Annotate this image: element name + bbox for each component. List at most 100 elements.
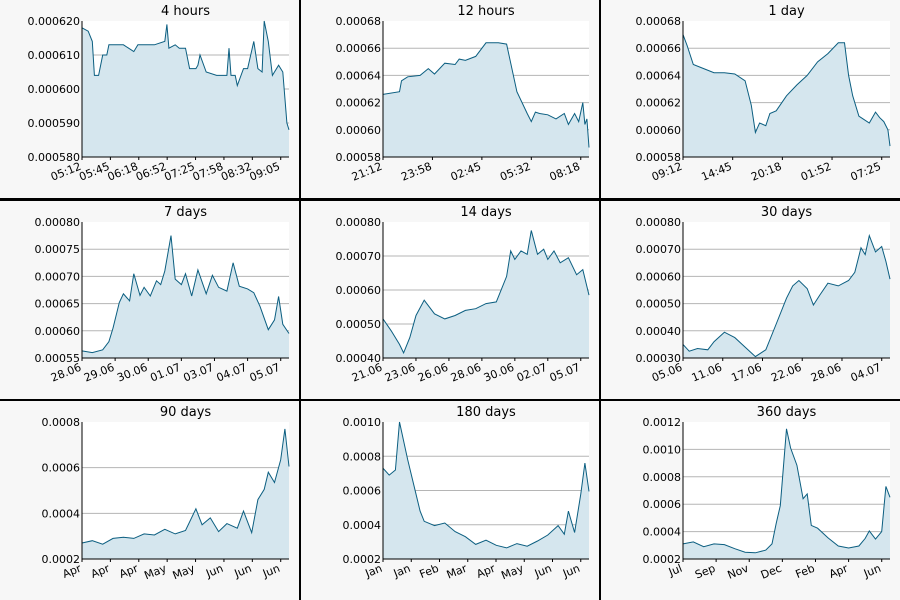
y-tick-label: 0.0006 [42, 462, 81, 475]
chart-panel: 90 days 0.0002 0.0004 0.0006 0.0008 Apr Apr Apr… [0, 401, 299, 600]
y-tick-label: 0.00080 [35, 216, 81, 229]
chart-panel: 14 days 0.00040 0.00050 0.00060 0.00070 0.000… [301, 201, 599, 399]
x-tick-label: 04.07 [849, 361, 883, 385]
chart-svg: 7 days 0.00055 0.00060 0.00065 0.00070 0.0007… [35, 205, 290, 385]
series-line [682, 233, 891, 358]
y-tick-label: 0.00058 [336, 151, 382, 164]
y-tick-label: 0.00070 [35, 270, 81, 283]
y-tick-label: 0.00060 [336, 284, 382, 297]
y-tick-label: 0.00066 [636, 42, 682, 55]
series-line [682, 34, 891, 147]
x-tick-label: Jun [260, 562, 282, 581]
chart-panel: 180 days 0.0002 0.0004 0.0006 0.0008 0.0010 Ja… [301, 401, 599, 600]
y-tick-label: 0.00065 [35, 298, 81, 311]
y-tick-label: 0.00050 [336, 318, 382, 331]
chart-title: 360 days [757, 405, 817, 420]
y-tick-label: 0.00064 [336, 69, 382, 82]
x-tick-label: Jun [203, 562, 225, 581]
y-tick-label: 0.00070 [336, 250, 382, 263]
x-tick-label: 02:45 [449, 160, 483, 184]
x-tick-label: 23.06 [383, 361, 417, 385]
x-tick-label: 04.07 [215, 361, 249, 385]
y-tick-label: 0.00070 [636, 243, 682, 256]
series-area [82, 235, 289, 358]
x-tick-label: Dec [759, 562, 784, 582]
chart-title: 30 days [761, 205, 813, 220]
chart-svg: 30 days 0.00030 0.00040 0.00050 0.00060 0.000… [636, 205, 891, 385]
series-area [383, 230, 589, 358]
x-tick-label: 11.06 [690, 361, 724, 385]
series-line [81, 235, 290, 354]
chart-title: 4 hours [161, 4, 210, 19]
x-tick-label: Nov [726, 562, 751, 582]
y-tick-label: 0.000590 [28, 117, 81, 130]
y-tick-label: 0.00040 [336, 352, 382, 365]
x-tick-label: 01.07 [148, 361, 182, 385]
series-line [81, 428, 290, 545]
x-tick-label: 09:05 [248, 160, 282, 184]
x-tick-label: Jul [666, 562, 684, 579]
y-tick-label: 0.00062 [636, 97, 682, 110]
series-line [682, 428, 891, 554]
y-tick-label: 0.00064 [636, 69, 682, 82]
chart-title: 14 days [460, 205, 512, 220]
chart-panel: 4 hours 0.000580 0.000590 0.000600 0.000610 0… [0, 0, 299, 198]
x-tick-label: Jan [363, 562, 385, 581]
x-tick-label: 08:18 [548, 160, 582, 184]
x-tick-label: 01:52 [799, 160, 833, 184]
y-tick-label: 0.000620 [28, 15, 81, 28]
x-tick-label: Apr [117, 562, 140, 581]
series-area [383, 422, 589, 559]
x-tick-label: 30.06 [482, 361, 516, 385]
chart-panel: 360 days 0.0002 0.0004 0.0006 0.0008 0.0010 0.… [601, 401, 900, 600]
chart-svg: 14 days 0.00040 0.00050 0.00060 0.00070 0.000… [336, 205, 590, 385]
x-tick-label: Sep [693, 562, 717, 582]
y-tick-label: 0.0008 [343, 450, 382, 463]
chart-panel: 30 days 0.00030 0.00040 0.00050 0.00060 0.000… [601, 201, 900, 399]
x-tick-label: May [499, 562, 525, 583]
x-tick-label: Jun [232, 562, 254, 581]
x-tick-label: 07:25 [849, 160, 883, 184]
y-tick-label: 0.00068 [336, 15, 382, 28]
y-tick-label: 0.00055 [35, 352, 81, 365]
x-tick-label: Apr [89, 562, 112, 581]
y-tick-label: 0.0008 [42, 416, 81, 429]
y-tick-label: 0.0002 [343, 553, 382, 566]
y-tick-label: 0.00066 [336, 42, 382, 55]
x-tick-label: 26.06 [416, 361, 450, 385]
y-tick-label: 0.000580 [28, 151, 81, 164]
x-tick-label: May [171, 562, 197, 583]
y-tick-label: 0.00068 [636, 15, 682, 28]
x-tick-label: 05:32 [498, 160, 532, 184]
x-tick-label: 30.06 [115, 361, 149, 385]
chart-svg: 1 day 0.00058 0.00060 0.00062 0.00064 0.00066… [636, 4, 891, 184]
x-tick-label: May [142, 562, 168, 583]
y-tick-label: 0.00060 [636, 270, 682, 283]
chart-title: 12 hours [457, 4, 514, 19]
chart-title: 7 days [164, 205, 207, 220]
y-tick-label: 0.0006 [343, 485, 382, 498]
series-area [383, 42, 589, 157]
x-tick-label: 28.06 [809, 361, 843, 385]
series-line [382, 42, 590, 148]
x-tick-label: Jun [560, 562, 582, 581]
chart-title: 180 days [456, 405, 516, 420]
y-tick-label: 0.00080 [636, 216, 682, 229]
y-tick-label: 0.0004 [643, 526, 682, 539]
chart-svg: 4 hours 0.000580 0.000590 0.000600 0.000610 0… [28, 4, 290, 184]
y-tick-label: 0.00060 [35, 325, 81, 338]
y-tick-label: 0.00062 [336, 97, 382, 110]
y-tick-label: 0.00060 [336, 124, 382, 137]
x-tick-label: Feb [418, 562, 441, 581]
y-tick-label: 0.000610 [28, 49, 81, 62]
chart-svg: 360 days 0.0002 0.0004 0.0006 0.0008 0.0010 0.… [643, 405, 891, 582]
x-tick-label: 14:45 [700, 160, 734, 184]
series-line [382, 421, 590, 549]
y-tick-label: 0.0002 [42, 553, 81, 566]
y-tick-label: 0.0006 [643, 498, 682, 511]
chart-panel: 7 days 0.00055 0.00060 0.00065 0.00070 0.0007… [0, 201, 299, 399]
x-tick-label: 02.07 [515, 361, 549, 385]
x-tick-label: Mar [445, 562, 470, 582]
y-tick-label: 0.00058 [636, 151, 682, 164]
